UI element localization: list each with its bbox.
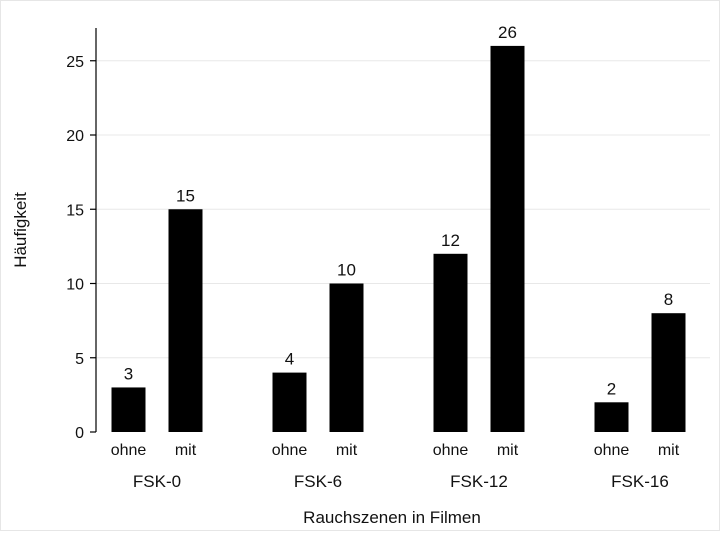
labels: 0 5 10 15 20 25 3 ohne 15 mit FSK-0 4 ohne 10 mit FSK-6…: [66, 23, 680, 491]
data-label-fsk-0-mit: 15: [176, 186, 195, 205]
bars: [111, 45, 686, 433]
group-label-fsk-12: FSK-12: [450, 472, 508, 491]
group-label-fsk-16: FSK-16: [611, 472, 669, 491]
y-axis-title: Häufigkeit: [11, 192, 30, 268]
y-tick-label-20: 20: [66, 128, 84, 145]
group-label-fsk-0: FSK-0: [133, 472, 181, 491]
category-label-fsk-16-ohne: ohne: [594, 442, 630, 459]
axes: [90, 28, 97, 433]
bar-fsk-0-mit: [168, 209, 203, 432]
category-label-fsk-0-mit: mit: [175, 442, 197, 459]
group-label-fsk-6: FSK-6: [294, 472, 342, 491]
bar-fsk-12-mit: [490, 45, 525, 433]
data-label-fsk-12-ohne: 12: [441, 231, 460, 250]
data-label-fsk-0-ohne: 3: [124, 364, 133, 383]
bar-fsk-12-ohne: [433, 253, 468, 432]
category-label-fsk-0-ohne: ohne: [111, 442, 147, 459]
y-tick-label-25: 25: [66, 54, 84, 71]
category-label-fsk-6-mit: mit: [336, 442, 358, 459]
bar-fsk-16-ohne: [594, 402, 629, 432]
category-label-fsk-16-mit: mit: [658, 442, 680, 459]
data-label-fsk-12-mit: 26: [498, 23, 517, 42]
y-tick-label-15: 15: [66, 202, 84, 219]
data-label-fsk-6-mit: 10: [337, 261, 356, 280]
data-label-fsk-16-ohne: 2: [607, 379, 616, 398]
data-label-fsk-6-ohne: 4: [285, 350, 294, 369]
bar-fsk-0-ohne: [111, 387, 146, 432]
category-label-fsk-12-ohne: ohne: [433, 442, 469, 459]
category-label-fsk-6-ohne: ohne: [272, 442, 308, 459]
bar-fsk-6-mit: [329, 283, 364, 432]
bar-fsk-16-mit: [651, 313, 686, 432]
y-tick-label-5: 5: [75, 351, 84, 368]
x-axis-title: Rauchszenen in Filmen: [303, 508, 481, 527]
data-label-fsk-16-mit: 8: [664, 290, 673, 309]
y-tick-label-10: 10: [66, 277, 84, 294]
category-label-fsk-12-mit: mit: [497, 442, 519, 459]
bar-fsk-6-ohne: [272, 372, 307, 432]
y-tick-label-0: 0: [75, 425, 84, 442]
